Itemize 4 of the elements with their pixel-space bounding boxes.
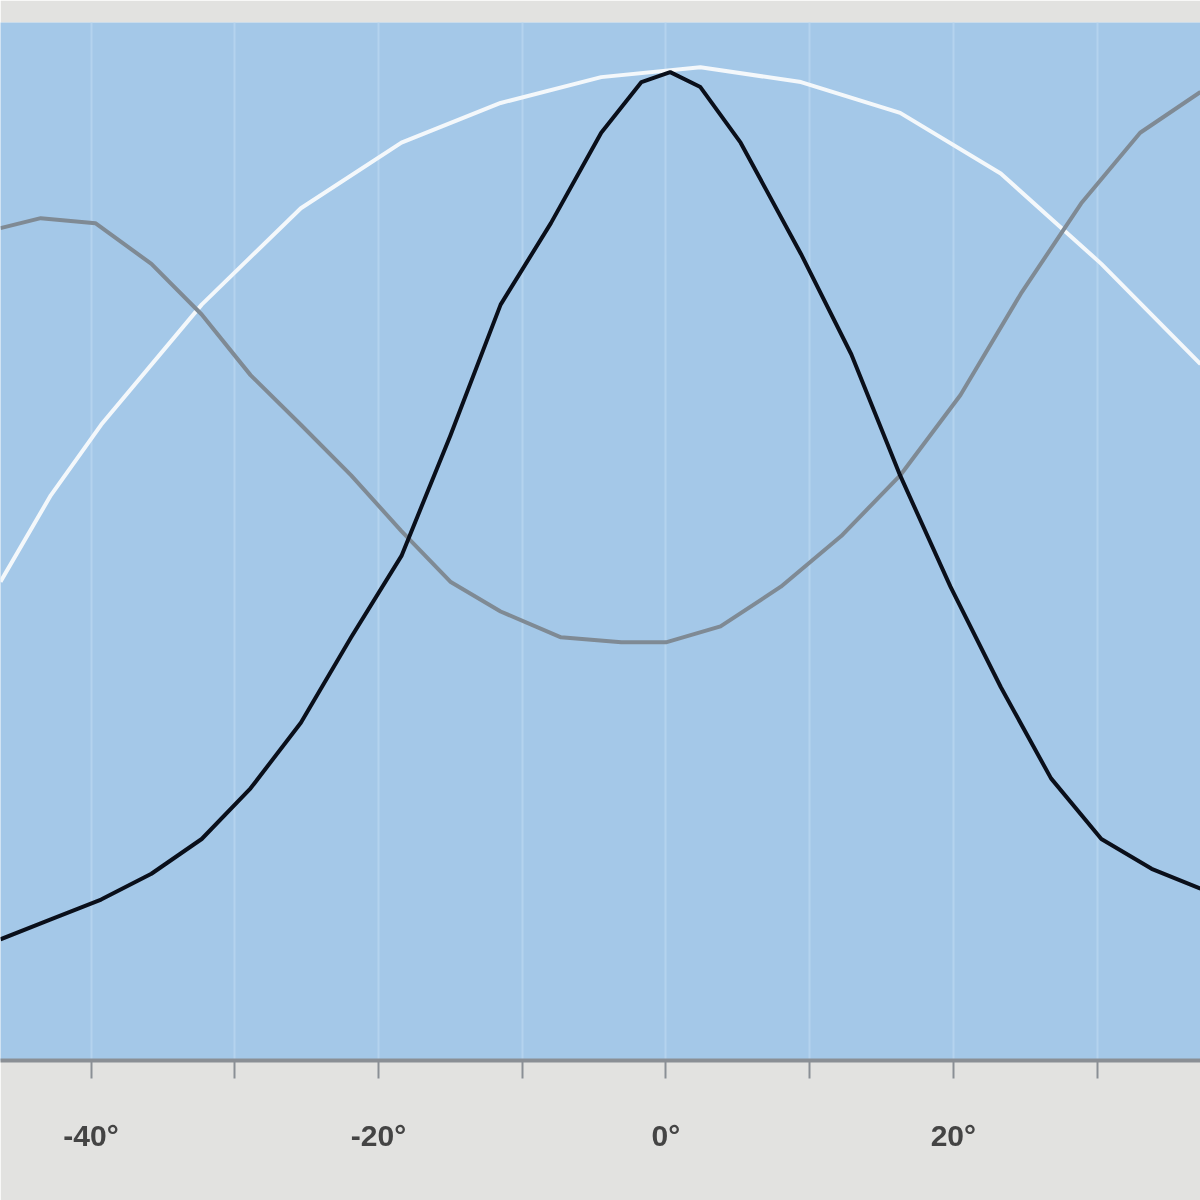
x-tick-label: -40° (63, 1118, 119, 1152)
x-tick-label: 0° (651, 1118, 681, 1152)
x-tick-label: 20° (930, 1118, 977, 1152)
x-tick-label: -20° (350, 1118, 407, 1152)
